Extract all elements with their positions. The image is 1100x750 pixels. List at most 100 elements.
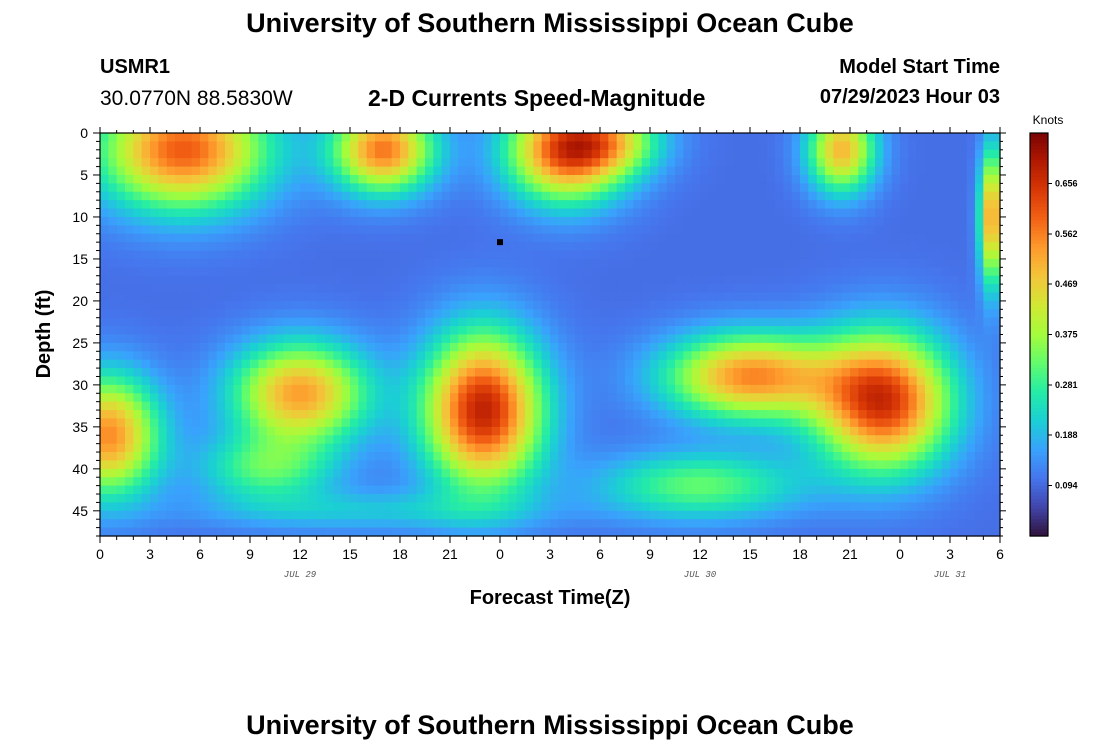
heatmap-cell	[500, 326, 509, 336]
heatmap-cell	[500, 342, 509, 352]
heatmap-cell	[566, 216, 576, 226]
heatmap-cell	[716, 426, 726, 436]
heatmap-cell	[366, 510, 376, 520]
heatmap-cell	[383, 334, 393, 344]
heatmap-cell	[600, 183, 609, 193]
heatmap-cell	[233, 292, 243, 302]
heatmap-cell	[775, 292, 784, 302]
heatmap-cell	[150, 200, 159, 210]
heatmap-cell	[675, 300, 684, 310]
heatmap-cell	[425, 158, 434, 168]
heatmap-cell	[491, 384, 501, 394]
heatmap-cell	[758, 435, 768, 445]
heatmap-cell	[800, 309, 809, 319]
heatmap-cell	[675, 342, 684, 352]
heatmap-cell	[258, 275, 268, 285]
heatmap-cell	[925, 258, 934, 268]
heatmap-cell	[991, 393, 1001, 403]
heatmap-cell	[650, 376, 659, 386]
heatmap-cell	[608, 485, 618, 495]
heatmap-cell	[625, 359, 634, 369]
heatmap-cell	[191, 141, 201, 151]
heatmap-cell	[258, 376, 268, 386]
heatmap-cell	[750, 452, 759, 462]
heatmap-cell	[608, 174, 618, 184]
heatmap-cell	[316, 166, 326, 176]
heatmap-cell	[383, 174, 393, 184]
heatmap-cell	[908, 149, 918, 159]
heatmap-cell	[883, 510, 893, 520]
heatmap-cell	[200, 191, 209, 201]
heatmap-cell	[616, 410, 626, 420]
heatmap-cell	[641, 317, 651, 327]
heatmap-cell	[233, 326, 243, 336]
heatmap-cell	[591, 275, 601, 285]
heatmap-cell	[183, 208, 193, 218]
heatmap-cell	[750, 334, 759, 344]
heatmap-cell	[791, 141, 801, 151]
heatmap-cell	[250, 426, 259, 436]
heatmap-cell	[708, 166, 718, 176]
heatmap-cell	[525, 158, 534, 168]
heatmap-cell	[825, 351, 834, 361]
heatmap-cell	[141, 208, 151, 218]
heatmap-cell	[875, 401, 884, 411]
heatmap-cell	[708, 267, 718, 277]
heatmap-cell	[600, 477, 609, 487]
heatmap-cell	[350, 208, 359, 218]
heatmap-cell	[475, 485, 484, 495]
heatmap-cell	[208, 250, 218, 260]
heatmap-cell	[100, 292, 109, 302]
heatmap-cell	[508, 191, 518, 201]
heatmap-cell	[133, 384, 143, 394]
heatmap-cell	[150, 494, 159, 504]
heatmap-cell	[100, 410, 109, 420]
heatmap-cell	[650, 141, 659, 151]
heatmap-cell	[358, 468, 368, 478]
heatmap-cell	[983, 309, 993, 319]
heatmap-cell	[166, 426, 176, 436]
heatmap-cell	[683, 393, 693, 403]
heatmap-cell	[208, 443, 218, 453]
heatmap-cell	[666, 443, 676, 453]
heatmap-cell	[958, 208, 968, 218]
heatmap-cell	[866, 158, 876, 168]
heatmap-cell	[133, 426, 143, 436]
heatmap-cell	[333, 401, 343, 411]
heatmap-cell	[958, 485, 968, 495]
heatmap-cell	[316, 477, 326, 487]
heatmap-cell	[350, 326, 359, 336]
heatmap-cell	[750, 258, 759, 268]
heatmap-cell	[491, 401, 501, 411]
heatmap-cell	[566, 443, 576, 453]
heatmap-cell	[708, 494, 718, 504]
heatmap-cell	[491, 460, 501, 470]
heatmap-cell	[358, 225, 368, 235]
heatmap-cell	[708, 284, 718, 294]
heatmap-cell	[683, 359, 693, 369]
heatmap-cell	[258, 317, 268, 327]
heatmap-cell	[916, 485, 926, 495]
heatmap-cell	[533, 376, 543, 386]
heatmap-cell	[916, 133, 926, 142]
heatmap-cell	[975, 208, 984, 218]
heatmap-cell	[675, 183, 684, 193]
heatmap-cell	[650, 309, 659, 319]
heatmap-cell	[141, 519, 151, 529]
heatmap-cell	[266, 233, 276, 243]
heatmap-cell	[958, 233, 968, 243]
heatmap-cell	[741, 410, 751, 420]
heatmap-cell	[933, 309, 943, 319]
heatmap-cell	[191, 351, 201, 361]
heatmap-cell	[175, 502, 184, 512]
heatmap-cell	[375, 485, 384, 495]
heatmap-cell	[833, 435, 843, 445]
heatmap-cell	[541, 233, 551, 243]
heatmap-cell	[300, 485, 309, 495]
heatmap-cell	[133, 368, 143, 378]
heatmap-cell	[916, 309, 926, 319]
heatmap-cell	[683, 309, 693, 319]
heatmap-cell	[533, 309, 543, 319]
heatmap-cell	[133, 494, 143, 504]
heatmap-cell	[341, 284, 351, 294]
